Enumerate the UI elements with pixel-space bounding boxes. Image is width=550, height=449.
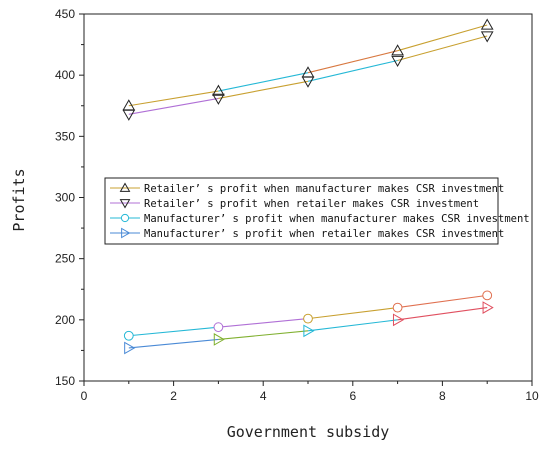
data-point [482, 301, 494, 314]
data-point [303, 324, 315, 338]
legend-marker [119, 199, 131, 209]
series-line-segment [307, 50, 398, 74]
legend-label: Manufacturer’ s profit when retailer mak… [144, 228, 504, 240]
data-point [213, 322, 224, 333]
x-tick-label: 6 [349, 389, 356, 403]
x-tick-label: 0 [81, 389, 88, 403]
series-line-segment [397, 307, 488, 321]
series-line-segment [128, 97, 219, 115]
data-point [480, 18, 494, 30]
series-line-segment [397, 294, 488, 309]
legend-marker [119, 182, 131, 192]
series-2 [122, 31, 494, 121]
data-point [212, 93, 225, 105]
axes: 0 2 4 6 8 10 150 200 250 300 350 400 450 [55, 7, 539, 403]
y-tick-label: 400 [55, 68, 75, 82]
x-tick-label: 10 [525, 389, 539, 403]
y-tick-label: 150 [55, 374, 75, 388]
series-3 [123, 290, 493, 341]
series-line-segment [218, 80, 309, 99]
x-tick-label: 4 [260, 389, 267, 403]
data-point [480, 31, 494, 43]
series-line-segment [307, 59, 398, 82]
legend-marker [120, 213, 130, 223]
series-line-segment [218, 318, 309, 328]
legend-label: Retailer’ s profit when retailer makes C… [144, 198, 479, 210]
series-line-segment [218, 72, 309, 92]
legend-box [104, 177, 499, 245]
legend-label: Manufacturer’ s profit when manufacturer… [144, 213, 530, 225]
data-point [391, 44, 404, 56]
y-tick-label: 300 [55, 191, 75, 205]
series-line-segment [397, 35, 488, 62]
y-tick-label: 450 [55, 7, 75, 21]
x-axis-title: Government subsidy [227, 423, 390, 441]
legend: Retailer’ s profit when manufacturer mak… [104, 177, 530, 245]
series-group [122, 18, 494, 355]
data-point [212, 84, 225, 96]
y-tick-label: 200 [55, 313, 75, 327]
series-line-segment [307, 307, 398, 320]
y-tick-label: 350 [55, 129, 75, 143]
data-point [392, 302, 403, 313]
data-point [213, 333, 225, 346]
series-4 [124, 301, 494, 355]
data-point [482, 290, 493, 301]
data-point [123, 330, 134, 341]
x-tick-label: 2 [170, 389, 177, 403]
series-line-segment [128, 326, 219, 337]
legend-label: Retailer’ s profit when manufacturer mak… [144, 183, 504, 195]
x-tick-label: 8 [439, 389, 446, 403]
data-point [301, 76, 315, 88]
series-line-segment [128, 338, 219, 349]
data-point [391, 55, 404, 67]
data-point [124, 341, 136, 355]
series-line-segment [397, 24, 488, 52]
legend-marker [121, 227, 131, 239]
series-line-segment [128, 90, 219, 107]
series-1 [122, 18, 494, 111]
data-point [392, 313, 405, 327]
series-line-segment [307, 319, 398, 332]
series-line-segment [218, 330, 309, 340]
data-point [303, 313, 313, 324]
data-point [122, 109, 136, 121]
y-tick-label: 250 [55, 252, 75, 266]
y-axis-title: Profits [10, 168, 28, 231]
